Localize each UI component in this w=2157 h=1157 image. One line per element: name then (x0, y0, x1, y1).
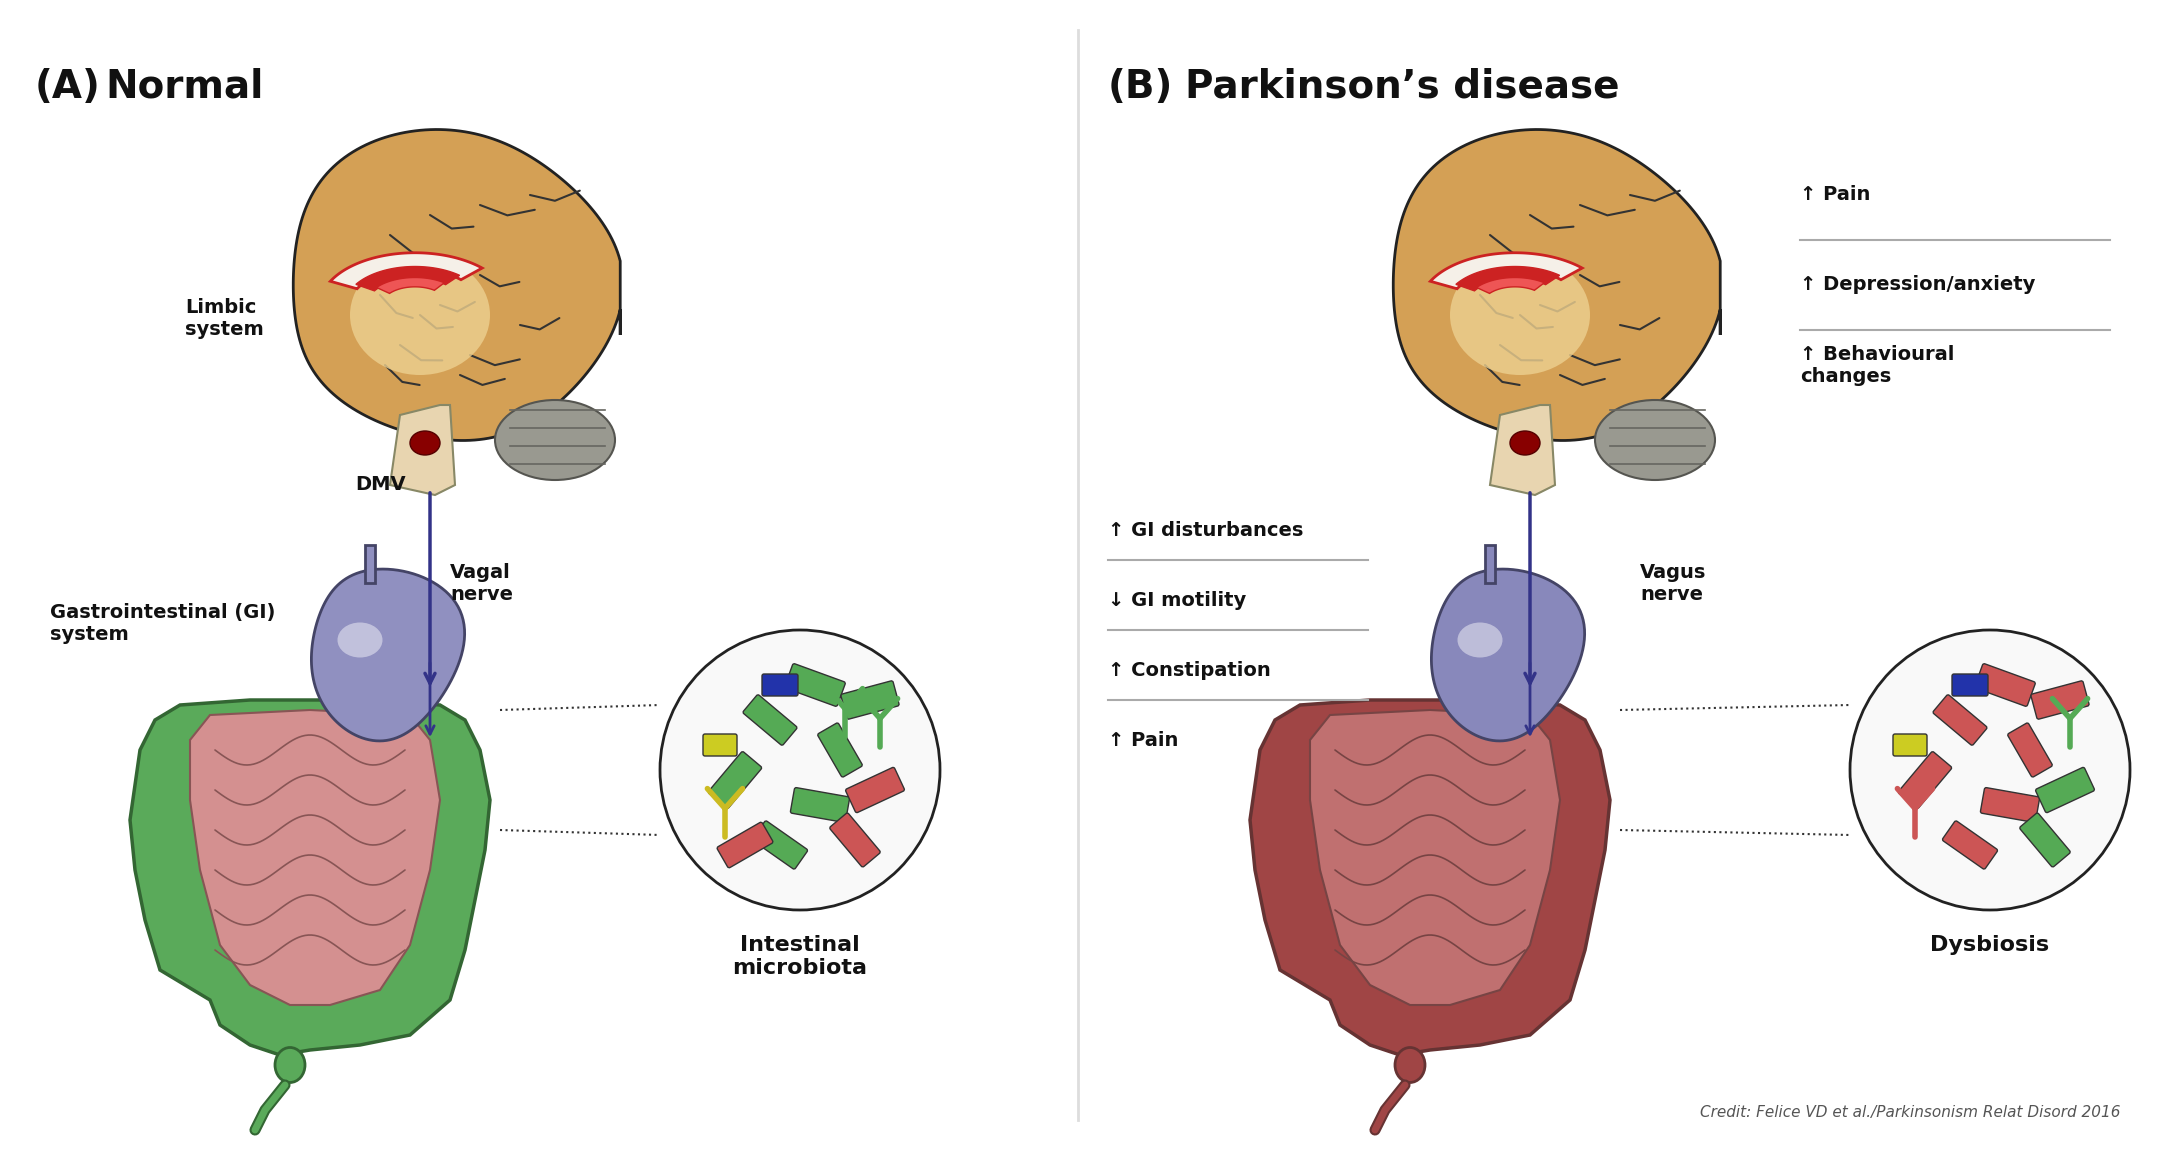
Ellipse shape (1458, 622, 1503, 657)
Ellipse shape (494, 400, 615, 480)
Text: ↑ Behavioural
changes: ↑ Behavioural changes (1799, 345, 1954, 385)
Polygon shape (1251, 700, 1609, 1055)
Polygon shape (1484, 545, 1495, 583)
FancyBboxPatch shape (703, 734, 738, 756)
FancyBboxPatch shape (761, 675, 798, 697)
Polygon shape (1490, 405, 1555, 495)
Ellipse shape (1510, 432, 1540, 455)
Polygon shape (390, 405, 455, 495)
Text: ↑ Pain: ↑ Pain (1109, 730, 1178, 750)
FancyBboxPatch shape (2008, 723, 2051, 778)
Text: Normal: Normal (106, 68, 263, 106)
Circle shape (1851, 631, 2129, 911)
FancyBboxPatch shape (830, 813, 880, 867)
Polygon shape (293, 130, 621, 441)
Polygon shape (365, 545, 375, 583)
Text: ↑ Depression/anxiety: ↑ Depression/anxiety (1799, 275, 2036, 295)
FancyBboxPatch shape (707, 752, 761, 809)
Text: Vagus
nerve: Vagus nerve (1639, 563, 1706, 604)
Ellipse shape (1594, 400, 1715, 480)
FancyBboxPatch shape (818, 723, 863, 778)
Polygon shape (330, 252, 483, 289)
Text: Limbic
system: Limbic system (186, 299, 263, 339)
FancyBboxPatch shape (1933, 695, 1987, 745)
FancyBboxPatch shape (2032, 680, 2088, 720)
FancyBboxPatch shape (789, 788, 850, 823)
FancyBboxPatch shape (742, 695, 796, 745)
Ellipse shape (349, 255, 490, 375)
Text: Parkinson’s disease: Parkinson’s disease (1184, 68, 1620, 106)
FancyBboxPatch shape (1976, 664, 2036, 706)
Ellipse shape (274, 1047, 304, 1083)
FancyBboxPatch shape (716, 823, 772, 868)
Text: Intestinal
microbiota: Intestinal microbiota (733, 935, 867, 978)
Text: ↓ GI motility: ↓ GI motility (1109, 590, 1247, 610)
Polygon shape (311, 569, 464, 740)
FancyBboxPatch shape (1980, 788, 2041, 823)
Polygon shape (377, 278, 444, 294)
FancyBboxPatch shape (1943, 821, 1997, 869)
Text: ↑ Pain: ↑ Pain (1799, 185, 1870, 205)
Text: Dysbiosis: Dysbiosis (1931, 935, 2049, 955)
FancyBboxPatch shape (753, 821, 807, 869)
Text: (A): (A) (35, 68, 101, 106)
Circle shape (660, 631, 940, 911)
FancyBboxPatch shape (841, 680, 899, 720)
Text: (B): (B) (1109, 68, 1173, 106)
Polygon shape (356, 266, 459, 290)
Polygon shape (1456, 266, 1560, 290)
FancyBboxPatch shape (1898, 752, 1952, 809)
Text: DMV: DMV (356, 476, 406, 494)
Ellipse shape (336, 622, 382, 657)
Text: Gastrointestinal (GI)
system: Gastrointestinal (GI) system (50, 603, 276, 644)
Polygon shape (1309, 710, 1560, 1005)
Text: Vagal
nerve: Vagal nerve (451, 563, 513, 604)
FancyBboxPatch shape (785, 664, 846, 706)
Polygon shape (1432, 569, 1585, 740)
FancyBboxPatch shape (1894, 734, 1926, 756)
Text: Credit: Felice VD et al./Parkinsonism Relat Disord 2016: Credit: Felice VD et al./Parkinsonism Re… (1700, 1105, 2120, 1120)
Polygon shape (1430, 252, 1583, 289)
FancyBboxPatch shape (2019, 813, 2071, 867)
FancyBboxPatch shape (1952, 675, 1989, 697)
Ellipse shape (1450, 255, 1590, 375)
Polygon shape (1393, 130, 1721, 441)
Text: ↑ Constipation: ↑ Constipation (1109, 661, 1270, 679)
Polygon shape (190, 710, 440, 1005)
FancyBboxPatch shape (846, 767, 904, 812)
Ellipse shape (410, 432, 440, 455)
Text: ↑ GI disturbances: ↑ GI disturbances (1109, 521, 1303, 539)
Polygon shape (129, 700, 490, 1055)
Polygon shape (1478, 278, 1544, 294)
Ellipse shape (1396, 1047, 1426, 1083)
FancyBboxPatch shape (2036, 767, 2094, 812)
